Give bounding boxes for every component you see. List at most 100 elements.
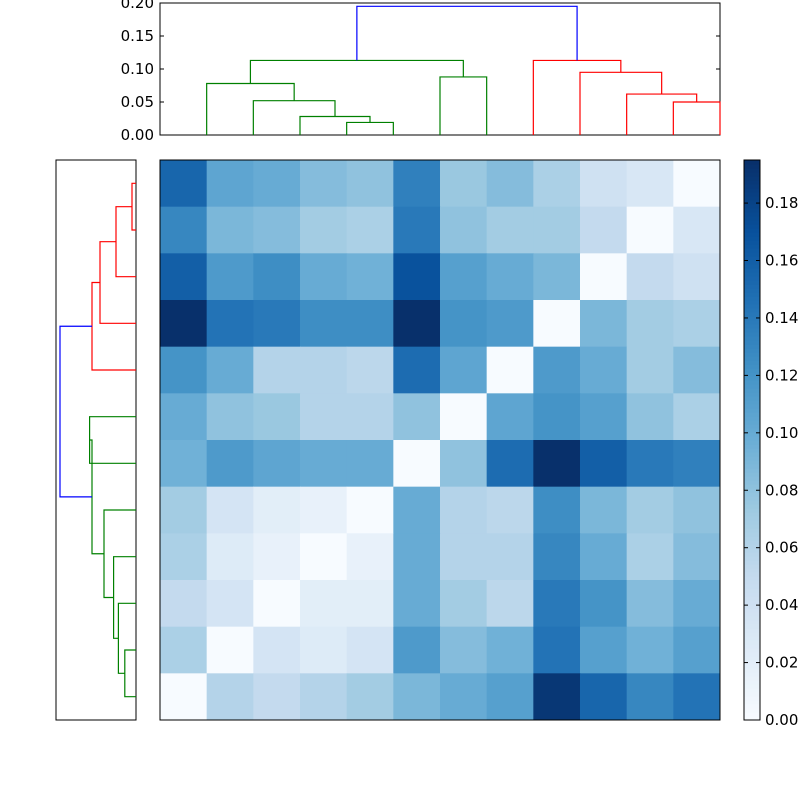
colorbar-segment	[744, 508, 760, 513]
heatmap-cell	[393, 393, 441, 441]
colorbar-segment	[744, 592, 760, 597]
colorbar-segment	[744, 176, 760, 181]
left-dendrogram-frame	[55, 159, 137, 721]
heatmap-cell	[440, 533, 488, 581]
colorbar-segment	[744, 620, 760, 625]
heatmap-cell	[440, 160, 488, 208]
heatmap-cell	[393, 253, 441, 301]
heatmap-cell	[160, 626, 208, 674]
colorbar-segment	[744, 360, 760, 365]
heatmap-cell	[486, 626, 534, 674]
left-dendrogram-link	[113, 556, 136, 639]
top-dendrogram-link	[356, 5, 578, 61]
heatmap-cell	[533, 673, 581, 721]
heatmap-cell	[673, 206, 721, 254]
heatmap-cell	[206, 206, 254, 254]
heatmap-cell	[253, 580, 301, 628]
colorbar-segment	[744, 616, 760, 621]
colorbar-segment	[744, 656, 760, 661]
heatmap-cell	[626, 626, 674, 674]
heatmap-cell	[253, 486, 301, 534]
heatmap-cell	[393, 673, 441, 721]
colorbar-tick-label: 0.16	[765, 252, 798, 270]
heatmap-cell	[440, 300, 488, 348]
heatmap-cell	[206, 300, 254, 348]
heatmap-cell	[533, 206, 581, 254]
heatmap-cell	[300, 206, 348, 254]
heatmap-cell	[346, 253, 394, 301]
heatmap-cell	[346, 626, 394, 674]
heatmap-cell	[300, 300, 348, 348]
heatmap-cell	[580, 160, 628, 208]
heatmap-cell	[580, 673, 628, 721]
heatmap-cell	[206, 253, 254, 301]
heatmap-cell	[160, 486, 208, 534]
colorbar-segment	[744, 324, 760, 329]
heatmap-cell	[346, 346, 394, 394]
colorbar-segment	[744, 604, 760, 609]
colorbar-segment	[744, 296, 760, 301]
colorbar-segment	[744, 348, 760, 353]
colorbar-segment	[744, 576, 760, 581]
colorbar-segment	[744, 408, 760, 413]
heatmap-cell	[673, 300, 721, 348]
dendrogram-y-tick-label: 0.00	[121, 126, 154, 144]
heatmap-cell	[533, 393, 581, 441]
colorbar-segment	[744, 692, 760, 697]
colorbar-segment	[744, 700, 760, 705]
heatmap-cell	[253, 393, 301, 441]
heatmap-cell	[300, 673, 348, 721]
heatmap-cell	[300, 533, 348, 581]
colorbar-segment	[744, 380, 760, 385]
colorbar-segment	[744, 632, 760, 637]
heatmap-cell	[626, 253, 674, 301]
heatmap-cell	[206, 626, 254, 674]
colorbar-segment	[744, 416, 760, 421]
heatmap-cell	[206, 486, 254, 534]
heatmap-cell	[533, 300, 581, 348]
colorbar-segment	[744, 252, 760, 257]
heatmap-cell	[300, 393, 348, 441]
heatmap-cell	[393, 580, 441, 628]
colorbar-segment	[744, 528, 760, 533]
heatmap-cell	[160, 673, 208, 721]
left-dendrogram-link	[91, 281, 136, 371]
colorbar-segment	[744, 600, 760, 605]
top-dendrogram-link	[299, 115, 371, 135]
heatmap-cell	[160, 346, 208, 394]
top-dendrogram-link	[672, 101, 721, 135]
colorbar-segment	[744, 492, 760, 497]
heatmap-cell	[673, 393, 721, 441]
heatmap-cell	[533, 440, 581, 488]
left-dendrogram-link	[103, 509, 136, 599]
colorbar-segment	[744, 340, 760, 345]
colorbar-segment	[744, 232, 760, 237]
heatmap-cell	[206, 440, 254, 488]
heatmap-cell	[673, 533, 721, 581]
colorbar-segment	[744, 664, 760, 669]
colorbar-segment	[744, 196, 760, 201]
heatmap-cell	[440, 626, 488, 674]
colorbar-segment	[744, 716, 760, 721]
heatmap-cell	[253, 300, 301, 348]
left-dendrogram-link	[99, 241, 136, 324]
colorbar-segment	[744, 688, 760, 693]
left-dendrogram-link	[115, 206, 136, 278]
heatmap-cell	[206, 393, 254, 441]
heatmap-cell	[393, 206, 441, 254]
heatmap-cell	[160, 300, 208, 348]
heatmap-cell	[346, 580, 394, 628]
colorbar-segment	[744, 200, 760, 205]
colorbar-segment	[744, 344, 760, 349]
heatmap-cell	[626, 346, 674, 394]
heatmap-cell	[346, 300, 394, 348]
colorbar-segment	[744, 636, 760, 641]
left-dendrogram-link	[59, 325, 92, 498]
heatmap-cell	[346, 206, 394, 254]
colorbar-segment	[744, 452, 760, 457]
colorbar-segment	[744, 580, 760, 585]
colorbar-segment	[744, 336, 760, 341]
heatmap-cell	[440, 486, 488, 534]
heatmap-cell	[253, 626, 301, 674]
heatmap-cell	[580, 486, 628, 534]
